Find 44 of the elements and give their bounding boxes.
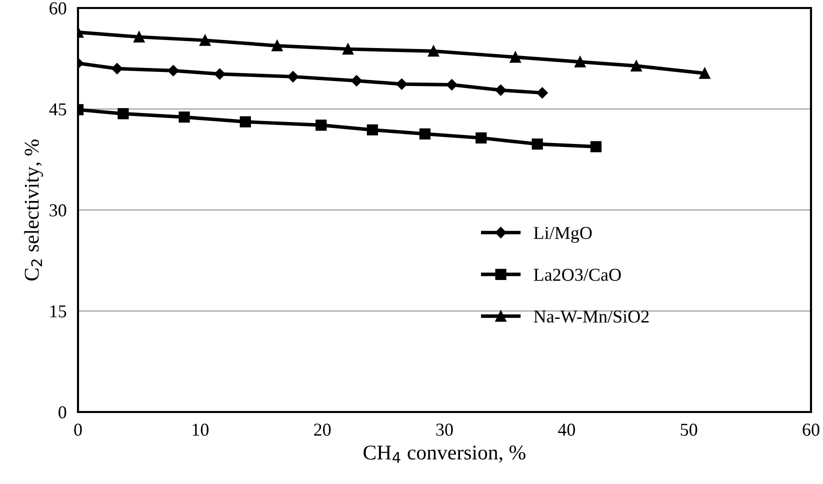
point [495, 84, 506, 96]
point [118, 108, 129, 120]
point [536, 87, 548, 98]
point [178, 112, 190, 123]
point [199, 34, 211, 46]
point [419, 128, 431, 140]
point [476, 132, 487, 144]
point [134, 31, 145, 43]
point [342, 44, 354, 55]
point [699, 68, 710, 79]
point [350, 75, 362, 86]
point [111, 62, 123, 74]
point [446, 79, 458, 90]
point [316, 120, 327, 131]
point [240, 116, 251, 128]
x-tick-label: 0 [74, 424, 82, 436]
point [510, 52, 521, 63]
y-tick-label: 45 [49, 103, 66, 116]
y-tick-label: 30 [50, 204, 66, 216]
point [168, 65, 179, 76]
y-tick-label: 0 [58, 406, 66, 418]
y-tick-label: 15 [50, 305, 66, 318]
x-tick-label: 10 [192, 424, 209, 436]
point [428, 46, 440, 57]
point [590, 141, 602, 152]
y-axis-title: C$_{2}$ selectivity, % [24, 140, 44, 280]
x-axis-title: CH$_{4}$ conversion, % [364, 446, 526, 463]
point [214, 68, 226, 80]
x-tick-label: 60 [802, 424, 820, 436]
y-tick-label: 60 [50, 2, 66, 14]
legend-label: Na-W-Mn/SiO2 [534, 310, 649, 323]
point [574, 56, 586, 68]
point [532, 138, 543, 150]
legend-label: La2O3/CaO [534, 268, 621, 281]
legend-label: Li/MgO [534, 226, 592, 243]
point [366, 124, 378, 136]
x-tick-label: 20 [314, 424, 331, 436]
point [630, 60, 642, 72]
point [272, 40, 283, 52]
x-tick-label: 40 [558, 424, 576, 436]
point [396, 78, 408, 90]
x-tick-label: 50 [680, 424, 698, 436]
point [287, 71, 299, 82]
x-tick-label: 30 [436, 424, 453, 436]
